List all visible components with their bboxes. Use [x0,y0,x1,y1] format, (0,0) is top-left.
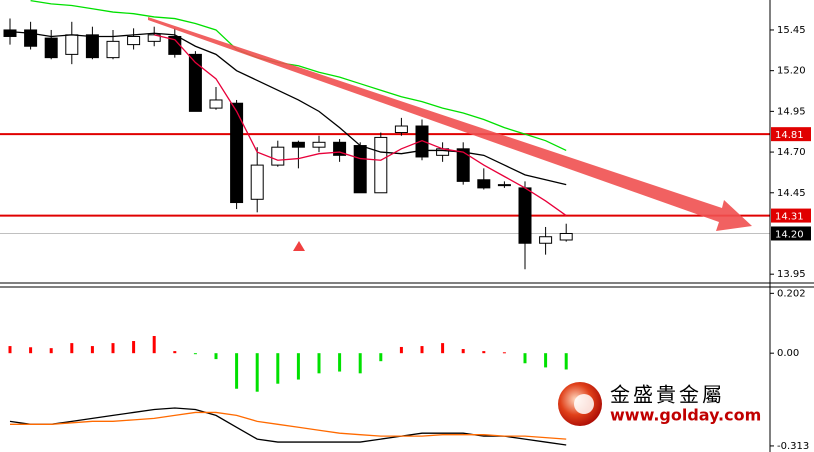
watermark-name: 金盛貴金屬 [610,383,725,407]
histogram-bar [399,346,403,354]
candle-body [44,37,58,59]
histogram-bar [235,353,239,389]
histogram-bar [564,353,568,370]
histogram-bar [482,351,486,354]
candle-body [539,236,553,244]
histogram-bar [461,349,465,354]
y-tick-label: 13.95 [777,269,806,280]
histogram-bar [90,346,94,354]
histogram-bar [193,353,197,355]
candle-body [353,145,367,194]
candle-body [106,40,120,59]
level-label: 14.81 [775,130,804,141]
histogram-bar [132,341,136,354]
candle-body [188,53,202,112]
ma-line [30,0,567,152]
histogram-bar [173,351,177,354]
trend-arrow [148,17,752,231]
price-panel: 15.45 15.20 14.95 14.70 14.45 13.95 14.81 14.31… [0,0,811,280]
candle-body [518,187,532,244]
candle-body [497,184,511,187]
candle-body [127,35,141,46]
level-label-box [771,208,811,223]
y-tick-label: 0.00 [777,348,799,359]
logo [574,394,594,414]
candle-body [230,102,244,204]
histogram-bar [152,336,156,354]
histogram-bar [420,346,424,354]
price-label: 14.20 [775,229,804,240]
histogram-bar [8,346,12,354]
histogram-bar [29,347,33,354]
candle-body [394,125,408,134]
level-label-box [771,127,811,142]
candle-body [65,34,79,55]
candle-body [559,232,573,241]
y-tick-label: -0.313 [777,441,809,452]
histogram-bar [379,353,383,362]
candle-body [374,136,388,194]
histogram-bar [358,353,362,374]
histogram-bar [523,353,527,364]
ma-line [10,411,567,440]
signal-triangle [293,241,305,251]
ma-line [9,407,567,446]
histogram-bar [49,348,53,354]
histogram-bar [276,353,280,384]
candle-body [415,125,429,158]
candle-body [250,164,264,200]
histogram-bar [502,352,506,354]
histogram-bar [214,353,218,360]
histogram-bar [255,353,259,392]
indicator-panel: 0.202 0.00 -0.313 [8,288,809,452]
price-label-box [771,226,811,241]
watermark-url: www.golday.com [610,406,761,425]
histogram-bar [296,353,300,380]
level-label: 14.31 [775,212,804,223]
candle-body [477,179,491,189]
y-tick-label: 14.45 [777,188,806,199]
candle-body [3,29,17,37]
y-tick-label: 14.95 [777,106,806,117]
candle-body [312,141,326,148]
y-tick-label: 14.70 [777,147,806,158]
histogram-bar [111,343,115,354]
y-tick-label: 15.20 [777,66,806,77]
histogram-bar [338,353,342,372]
histogram-bar [544,353,548,368]
candle-body [291,141,305,148]
histogram-bar [317,353,321,374]
histogram-bar [441,343,445,354]
ma-line [9,30,567,186]
histogram-bar [70,343,74,354]
candle-body [209,99,223,109]
ma-line [154,34,567,217]
y-tick-label: 15.45 [777,25,806,36]
candle-body [271,146,285,166]
y-tick-label: 0.202 [777,288,806,299]
candle-body [456,148,470,182]
candle-body [85,34,99,59]
